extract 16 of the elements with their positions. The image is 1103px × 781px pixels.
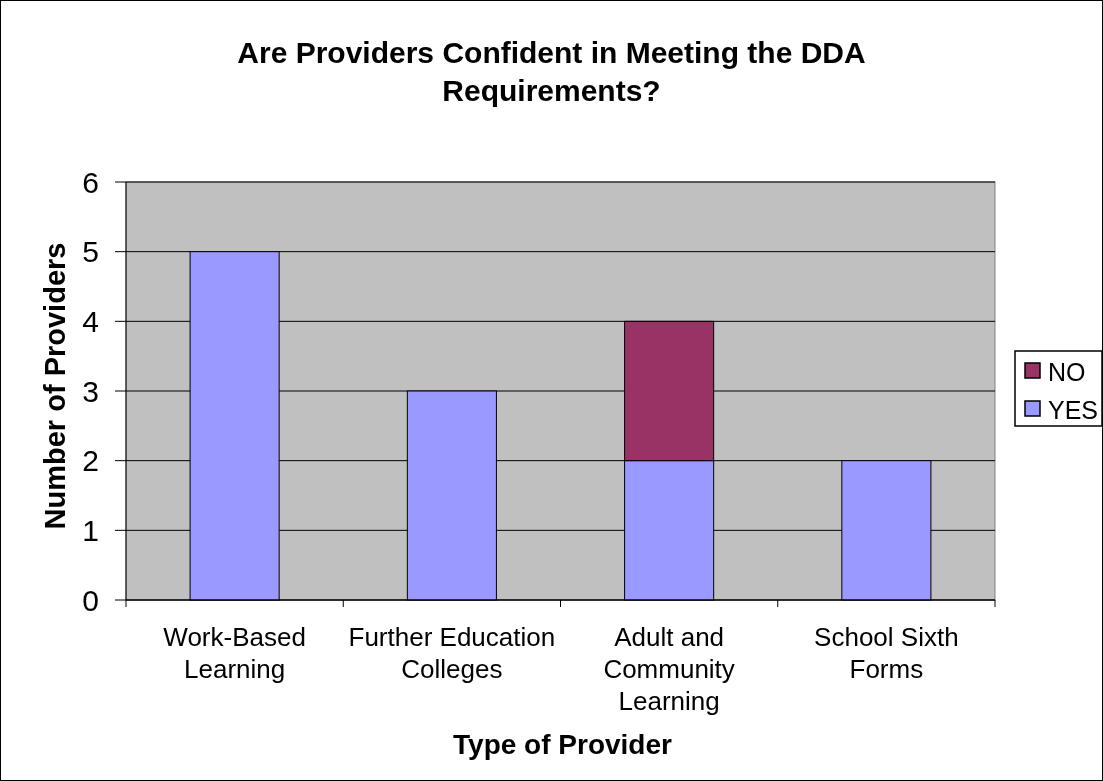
y-axis-title: Number of Providers [39, 242, 71, 530]
x-tick-label: Work-Based Learning [163, 622, 306, 684]
x-tick-label: Further Education Colleges [348, 622, 556, 684]
y-tick-label: 3 [82, 374, 99, 408]
y-tick-label: 0 [82, 583, 99, 617]
x-tick-label: Adult and Community Learning [603, 622, 735, 716]
x-axis-title: Type of Provider [453, 729, 673, 760]
x-tick-label: School Sixth Forms [814, 622, 959, 684]
y-tick-label: 6 [82, 165, 99, 199]
y-tick-label: 5 [82, 235, 99, 269]
legend-label: YES [1048, 396, 1099, 424]
y-tick-label: 4 [82, 304, 99, 338]
legend-label: NO [1048, 358, 1086, 386]
y-tick-label: 1 [82, 513, 99, 547]
chart-title: Are Providers Confident in Meeting the DDA Requirements? [237, 36, 866, 107]
y-tick-label: 2 [82, 444, 99, 478]
